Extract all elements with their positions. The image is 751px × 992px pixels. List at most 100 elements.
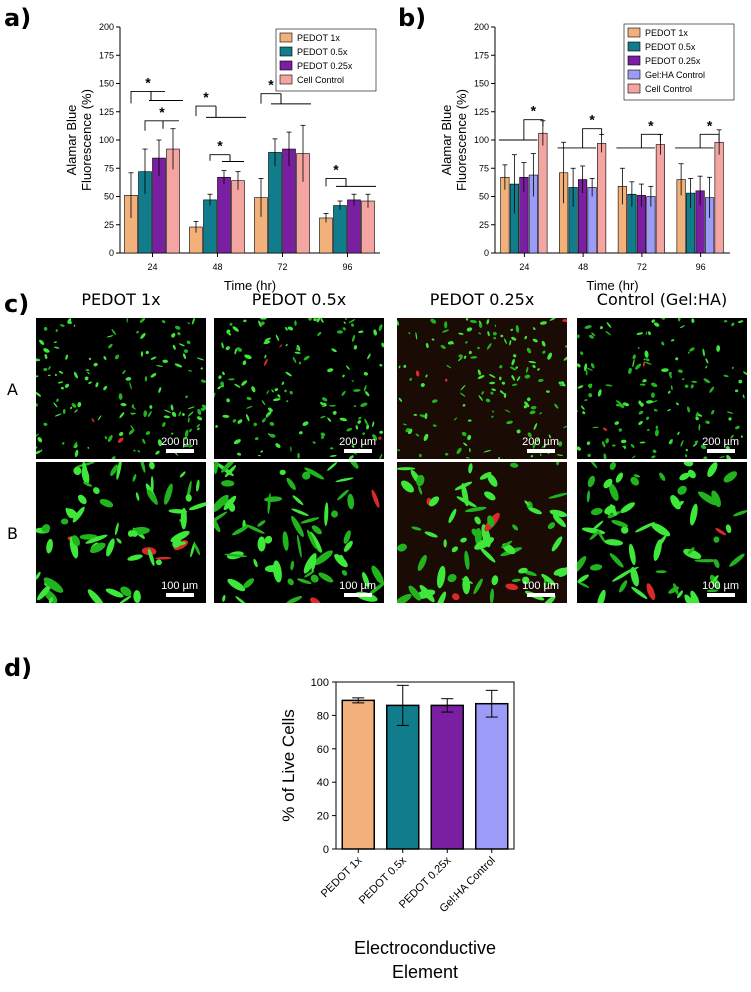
cell-mark — [498, 456, 501, 459]
scale-bar-line — [526, 593, 555, 597]
cell-mark — [55, 329, 58, 332]
cell-mark — [728, 417, 732, 421]
cell-mark — [56, 398, 59, 402]
cell-mark — [232, 419, 237, 423]
x-axis-label: Time (hr) — [586, 278, 638, 293]
cell-mark — [179, 471, 186, 478]
significance-bracket — [195, 105, 216, 117]
cell-mark — [484, 491, 496, 501]
cell-mark — [667, 409, 671, 412]
cell-mark — [577, 556, 587, 575]
cell-mark — [84, 376, 89, 381]
cell-mark — [175, 325, 181, 330]
cell-mark — [337, 489, 349, 501]
cell-mark — [411, 526, 422, 531]
cell-mark — [364, 418, 368, 426]
cell-mark — [491, 410, 495, 413]
cell-mark — [224, 465, 237, 478]
cell-mark — [677, 590, 684, 599]
cell-mark — [379, 430, 384, 434]
micrograph-column-title: Control (Gel:HA) — [596, 290, 728, 309]
cell-mark — [694, 440, 699, 444]
cell-mark — [183, 445, 190, 447]
cell-mark — [725, 524, 732, 534]
cell-mark — [661, 368, 669, 373]
cell-mark — [381, 342, 384, 348]
cell-mark — [339, 417, 348, 422]
cell-mark — [609, 483, 619, 501]
cell-mark — [137, 450, 141, 453]
scale-bar-line — [165, 449, 194, 453]
y-tick-label: 50 — [479, 192, 489, 202]
cell-mark — [504, 338, 507, 345]
cell-mark — [367, 353, 371, 360]
cell-mark — [651, 400, 658, 403]
legend-label: Cell Control — [297, 75, 344, 85]
cell-mark — [632, 359, 635, 368]
significance-star: * — [145, 74, 151, 90]
cell-mark — [526, 347, 532, 354]
cell-mark — [320, 415, 326, 419]
micrograph-column-title: PEDOT 0.5x — [251, 290, 347, 309]
cell-mark — [577, 334, 580, 339]
cell-mark — [685, 454, 688, 458]
cell-mark — [397, 320, 399, 326]
scale-bar: 200 µm — [339, 436, 376, 453]
cell-mark — [341, 390, 346, 396]
cell-mark — [530, 405, 537, 410]
cell-mark — [478, 322, 483, 329]
cell-mark — [44, 353, 48, 360]
bar — [430, 704, 464, 850]
cell-mark — [712, 575, 719, 583]
cell-mark — [183, 349, 189, 354]
cell-mark — [513, 354, 517, 358]
cell-mark — [468, 463, 473, 474]
cell-mark — [735, 425, 740, 430]
cell-mark — [464, 550, 470, 570]
cell-mark — [498, 376, 502, 381]
cell-mark — [510, 462, 519, 468]
cell-mark — [528, 507, 542, 515]
cell-mark — [362, 432, 365, 436]
cell-mark — [264, 535, 273, 544]
cell-mark — [357, 420, 362, 424]
cell-mark — [285, 371, 292, 377]
cell-mark — [733, 510, 747, 517]
cell-mark — [277, 394, 281, 398]
cell-mark — [615, 403, 622, 407]
cell-mark — [723, 374, 729, 378]
cell-mark — [36, 433, 40, 439]
cell-mark — [719, 456, 725, 459]
cell-mark — [69, 318, 72, 321]
cell-mark — [493, 336, 497, 340]
cell-mark — [214, 462, 219, 475]
cell-mark — [474, 516, 481, 525]
cell-mark — [327, 462, 338, 471]
cell-mark — [332, 410, 337, 415]
x-tick-label: 72 — [637, 262, 647, 272]
significance-star: * — [203, 89, 209, 105]
cell-mark — [603, 478, 613, 489]
cell-mark — [687, 469, 696, 479]
cell-mark — [193, 542, 201, 556]
cell-mark — [341, 569, 348, 576]
panel-label-b: b) — [398, 4, 427, 32]
cell-mark — [673, 583, 679, 595]
bar — [714, 141, 724, 254]
cell-mark — [461, 431, 467, 437]
cell-mark — [635, 363, 642, 370]
cell-mark — [221, 480, 235, 487]
cell-mark — [114, 522, 119, 536]
cell-mark — [726, 455, 732, 459]
cell-mark — [418, 485, 423, 495]
y-tick-label: 125 — [99, 107, 114, 117]
cell-mark — [264, 414, 270, 419]
cell-mark — [149, 405, 153, 409]
cell-mark — [423, 433, 429, 442]
bar — [361, 200, 375, 254]
fluorescence-micrograph: 200 µm — [397, 318, 567, 459]
cell-mark — [111, 456, 116, 459]
cell-mark — [200, 379, 206, 383]
cell-mark — [286, 477, 296, 491]
y-tick-label: 75 — [479, 163, 489, 173]
